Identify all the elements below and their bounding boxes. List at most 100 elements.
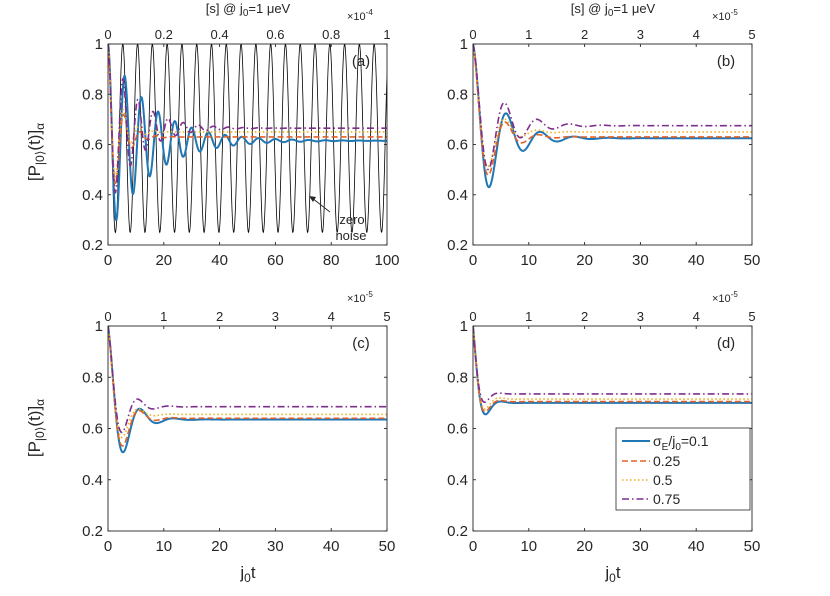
legend: σE/j0=0.1 0.25 0.5 0.75 — [615, 427, 751, 511]
x-tick-label: 40 — [688, 252, 705, 269]
y-tick-label: 0.4 — [82, 187, 103, 204]
top-axis-label-b: [s] @ j0=1 μeV — [571, 1, 656, 19]
x-tick-label: 10 — [520, 252, 537, 269]
series-group — [473, 44, 752, 189]
x-tick-label: 50 — [379, 538, 396, 555]
series-line-3 — [473, 44, 752, 171]
x-axis-label-right: j0t — [604, 563, 620, 585]
top-axis-exponent: ×10-5 — [712, 8, 738, 23]
panel-label: (b) — [717, 53, 735, 70]
y-tick-label: 1 — [95, 318, 103, 335]
annotation-arrowhead-icon — [309, 196, 316, 202]
series-line-0 — [473, 44, 752, 189]
top-tick-label: 5 — [748, 309, 755, 324]
y-axis-label-top: [P|0⟩(t)]α — [25, 123, 47, 181]
x-tick-label: 10 — [155, 538, 172, 555]
y-tick-label: 0.6 — [82, 421, 103, 438]
top-tick-label: 5 — [748, 27, 755, 42]
top-tick-label: 0 — [104, 27, 111, 42]
series-line-1 — [473, 44, 752, 176]
panel-d: 0 10 20 30 40 500.20.40.60.810 1 2 3 4 5×10-5(d) — [447, 290, 760, 555]
top-tick-label: 4 — [328, 309, 335, 324]
x-tick-label: 10 — [520, 538, 537, 555]
legend-label-1: 0.25 — [653, 453, 680, 469]
top-axis-exponent: ×10-4 — [347, 8, 373, 23]
top-tick-label: 0.2 — [155, 27, 173, 42]
y-tick-label: 0.4 — [82, 472, 103, 489]
y-axis-label-bottom: [P|0⟩(t)]α — [25, 399, 47, 457]
x-tick-label: 20 — [155, 252, 172, 269]
x-tick-label: 20 — [211, 538, 228, 555]
top-tick-label: 0 — [104, 309, 111, 324]
legend-label-2: 0.5 — [653, 472, 673, 488]
y-tick-label: 0.2 — [82, 237, 103, 254]
series-group — [108, 326, 387, 454]
top-axis-exponent: ×10-5 — [347, 290, 373, 305]
y-tick-label: 0.8 — [447, 369, 468, 386]
series-line-4 — [108, 44, 387, 194]
x-tick-label: 80 — [323, 252, 340, 269]
panel-b: 0 10 20 30 40 500.20.40.60.810 1 2 3 4 5×10-5(b) — [447, 8, 760, 269]
y-tick-label: 0.6 — [82, 137, 103, 154]
annotation-arrow-line — [311, 197, 331, 213]
plot-area — [473, 44, 752, 245]
top-tick-label: 0.4 — [211, 27, 229, 42]
series-line-0 — [108, 326, 387, 454]
y-tick-label: 0.2 — [82, 523, 103, 540]
y-tick-label: 1 — [460, 318, 468, 335]
legend-label-3: 0.75 — [653, 491, 680, 507]
series-line-3 — [108, 44, 387, 178]
top-tick-label: 1 — [160, 309, 167, 324]
y-tick-label: 0.6 — [447, 421, 468, 438]
top-tick-label: 3 — [272, 309, 279, 324]
panel-label: (c) — [352, 335, 370, 352]
x-tick-label: 0 — [469, 538, 477, 555]
x-tick-label: 20 — [576, 252, 593, 269]
y-tick-label: 0.4 — [447, 187, 468, 204]
top-tick-label: 3 — [637, 27, 644, 42]
x-axis-label-left: j0t — [239, 563, 255, 585]
top-tick-label: 0.6 — [266, 27, 284, 42]
x-tick-label: 0 — [469, 252, 477, 269]
zero-noise-annotation: zero noise — [309, 196, 367, 243]
panel-c: 0 10 20 30 40 500.20.40.60.810 1 2 3 4 5×10-5(c) — [82, 290, 395, 555]
x-tick-label: 20 — [576, 538, 593, 555]
y-tick-label: 0.2 — [447, 523, 468, 540]
top-tick-label: 2 — [581, 309, 588, 324]
series-line-2 — [108, 44, 387, 185]
x-tick-label: 30 — [267, 538, 284, 555]
annotation-text-line1: zero — [339, 212, 364, 227]
top-tick-label: 4 — [693, 27, 700, 42]
top-tick-label: 4 — [693, 309, 700, 324]
top-tick-label: 0 — [469, 27, 476, 42]
top-tick-label: 2 — [581, 27, 588, 42]
legend-label-0: σE/j0=0.1 — [653, 433, 709, 453]
x-tick-label: 50 — [744, 252, 761, 269]
series-line-3 — [108, 326, 387, 434]
series-line-3 — [473, 326, 752, 404]
top-axis-label-a: [s] @ j0=1 μeV — [206, 1, 291, 19]
series-line-0 — [108, 44, 387, 234]
series-group — [108, 44, 387, 234]
top-tick-label: 1 — [525, 27, 532, 42]
plot-area — [108, 326, 387, 531]
x-tick-label: 30 — [632, 252, 649, 269]
series-line-0 — [473, 326, 752, 416]
x-tick-label: 60 — [267, 252, 284, 269]
y-tick-label: 0.8 — [447, 86, 468, 103]
top-tick-label: 1 — [525, 309, 532, 324]
top-tick-label: 0 — [469, 309, 476, 324]
series-line-1 — [473, 326, 752, 413]
series-line-2 — [108, 326, 387, 439]
top-tick-label: 3 — [637, 309, 644, 324]
y-tick-label: 0.6 — [447, 137, 468, 154]
panel-label: (a) — [352, 53, 370, 70]
top-tick-label: 1 — [383, 27, 390, 42]
panel-label: (d) — [717, 335, 735, 352]
x-tick-label: 100 — [374, 252, 399, 269]
y-tick-label: 0.4 — [447, 472, 468, 489]
annotation-text-line2: noise — [335, 228, 366, 243]
y-tick-label: 0.2 — [447, 237, 468, 254]
